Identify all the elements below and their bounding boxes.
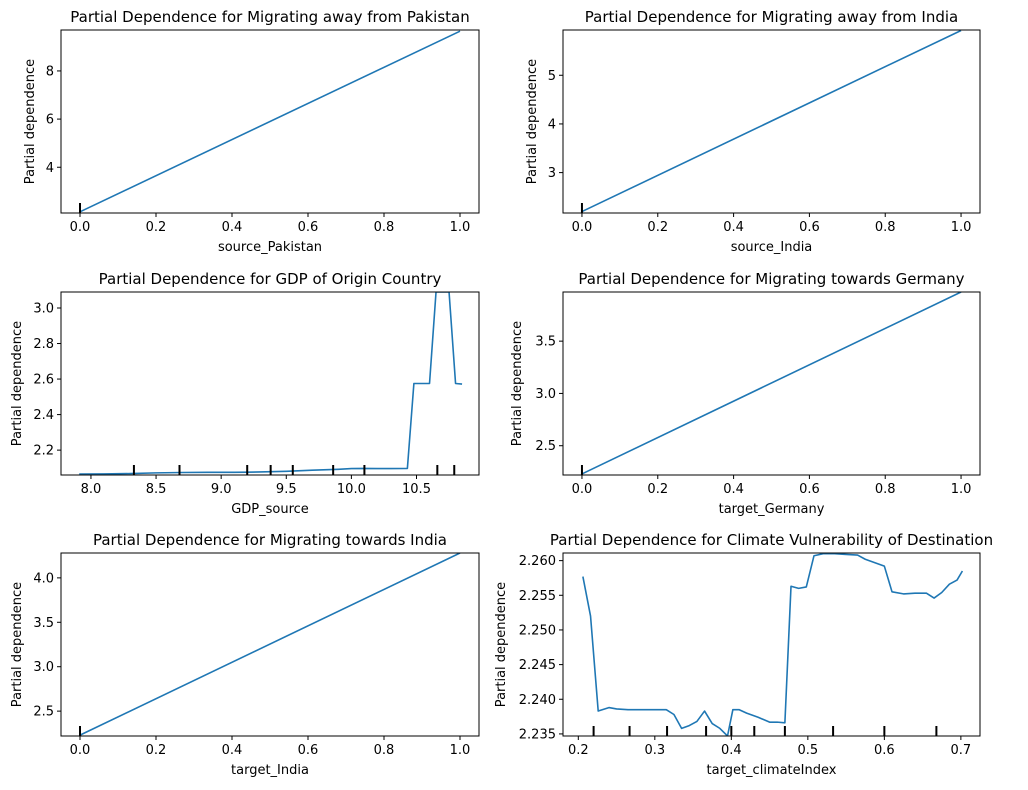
- x-tick-label: 0.4: [723, 220, 744, 235]
- x-tick-label: 0.6: [799, 220, 820, 235]
- x-tick-label: 0.6: [298, 220, 319, 235]
- chart-panel: 0.2 0.3 0.4 0.5 0.6 0.7 2.235 2.240 2.245 2.250 2.…: [494, 531, 993, 778]
- pd-line: [79, 553, 461, 736]
- chart-panel: 0.0 0.2 0.4 0.6 0.8 1.0 4 6 8 Partial Dependence …: [23, 8, 480, 255]
- x-tick-label: 10.0: [337, 482, 366, 497]
- y-axis-label: Partial dependence: [494, 582, 509, 707]
- chart-title: Partial Dependence for Migrating away fr…: [585, 8, 958, 26]
- x-tick-label: 9.0: [211, 482, 232, 497]
- x-tick-label: 0.2: [647, 482, 668, 497]
- chart-panel: 0.0 0.2 0.4 0.6 0.8 1.0 2.5 3.0 3.5 Partial Depen…: [510, 270, 981, 517]
- y-axis-label: Partial dependence: [525, 59, 540, 184]
- y-tick-label: 4: [46, 161, 54, 176]
- y-tick-label: 2.240: [519, 693, 556, 708]
- x-tick-label: 0.0: [572, 220, 593, 235]
- chart-panel: 0.0 0.2 0.4 0.6 0.8 1.0 3 4 5 Partial Dependence …: [525, 8, 981, 255]
- y-tick-label: 8: [46, 64, 54, 79]
- x-tick-label: 0.2: [647, 220, 668, 235]
- x-axis-label: target_India: [231, 763, 309, 778]
- y-tick-label: 2.8: [33, 337, 54, 352]
- y-tick-label: 2.2: [33, 444, 54, 459]
- x-tick-label: 0.3: [644, 743, 665, 758]
- x-tick-label: 0.2: [568, 743, 589, 758]
- y-tick-label: 2.260: [519, 554, 556, 569]
- x-tick-label: 0.0: [572, 482, 593, 497]
- y-tick-label: 2.250: [519, 623, 556, 638]
- x-tick-label: 1.0: [951, 220, 972, 235]
- pd-line: [582, 553, 964, 736]
- plot-frame: [562, 291, 981, 476]
- chart-title: Partial Dependence for Migrating away fr…: [70, 8, 469, 26]
- pd-line: [581, 292, 962, 475]
- y-tick-label: 3.5: [535, 335, 556, 350]
- plot-frame: [562, 552, 981, 737]
- chart-panel: 8.0 8.5 9.0 9.5 10.0 10.5 2.2 2.4 2.6 2.8 3.0 Parti…: [10, 270, 480, 517]
- y-tick-label: 3.0: [33, 301, 54, 316]
- x-tick-label: 1.0: [450, 743, 471, 758]
- y-tick-label: 2.255: [519, 589, 556, 604]
- chart-title: Partial Dependence for GDP of Origin Cou…: [99, 270, 442, 288]
- y-axis-label: Partial dependence: [23, 59, 38, 184]
- y-axis-label: Partial dependence: [10, 321, 25, 446]
- chart-title: Partial Dependence for Migrating towards…: [93, 531, 447, 549]
- x-tick-label: 0.4: [222, 743, 243, 758]
- y-tick-label: 2.5: [33, 705, 54, 720]
- pd-line: [581, 30, 962, 213]
- plot-frame: [60, 552, 480, 737]
- x-axis-label: GDP_source: [231, 502, 309, 517]
- x-tick-label: 0.4: [222, 220, 243, 235]
- y-tick-label: 2.5: [535, 439, 556, 454]
- x-tick-label: 0.0: [70, 743, 91, 758]
- x-tick-label: 0.0: [70, 220, 91, 235]
- y-tick-label: 2.245: [519, 658, 556, 673]
- y-tick-label: 4: [548, 117, 556, 132]
- y-tick-label: 3.0: [535, 387, 556, 402]
- plot-frame: [562, 29, 981, 214]
- x-tick-label: 0.7: [951, 743, 972, 758]
- x-tick-label: 1.0: [951, 482, 972, 497]
- x-axis-label: target_climateIndex: [707, 763, 837, 778]
- y-axis-label: Partial dependence: [510, 321, 525, 446]
- x-tick-label: 0.8: [374, 220, 395, 235]
- y-tick-label: 2.235: [519, 727, 556, 742]
- x-tick-label: 0.4: [723, 482, 744, 497]
- y-tick-label: 4.0: [33, 571, 54, 586]
- x-tick-label: 8.0: [81, 482, 102, 497]
- x-tick-label: 10.5: [402, 482, 431, 497]
- x-tick-label: 0.6: [799, 482, 820, 497]
- y-tick-label: 3.5: [33, 616, 54, 631]
- x-tick-label: 0.6: [874, 743, 895, 758]
- x-tick-label: 8.5: [146, 482, 167, 497]
- x-tick-label: 1.0: [450, 220, 471, 235]
- plot-frame: [60, 291, 480, 476]
- x-tick-label: 0.5: [798, 743, 819, 758]
- pd-line: [79, 30, 461, 213]
- x-tick-label: 0.8: [374, 743, 395, 758]
- y-tick-label: 5: [548, 69, 556, 84]
- y-tick-label: 3.0: [33, 660, 54, 675]
- plot-frame: [60, 29, 480, 214]
- y-tick-label: 3: [548, 166, 556, 181]
- pd-line: [79, 292, 463, 475]
- x-tick-label: 9.5: [276, 482, 297, 497]
- chart-panel: 0.0 0.2 0.4 0.6 0.8 1.0 2.5 3.0 3.5 4.0 Partial De…: [10, 531, 480, 778]
- x-axis-label: target_Germany: [719, 502, 825, 517]
- y-tick-label: 2.6: [33, 373, 54, 388]
- x-tick-label: 0.4: [721, 743, 742, 758]
- x-axis-label: source_Pakistan: [218, 240, 322, 255]
- chart-title: Partial Dependence for Migrating towards…: [578, 270, 964, 288]
- x-tick-label: 0.6: [298, 743, 319, 758]
- x-tick-label: 0.2: [146, 743, 167, 758]
- x-tick-label: 0.2: [146, 220, 167, 235]
- y-tick-label: 2.4: [33, 408, 54, 423]
- y-axis-label: Partial dependence: [10, 582, 25, 707]
- x-tick-label: 0.8: [875, 220, 896, 235]
- x-tick-label: 0.8: [875, 482, 896, 497]
- chart-title: Partial Dependence for Climate Vulnerabi…: [550, 531, 993, 549]
- x-axis-label: source_India: [731, 240, 813, 255]
- y-tick-label: 6: [46, 113, 54, 128]
